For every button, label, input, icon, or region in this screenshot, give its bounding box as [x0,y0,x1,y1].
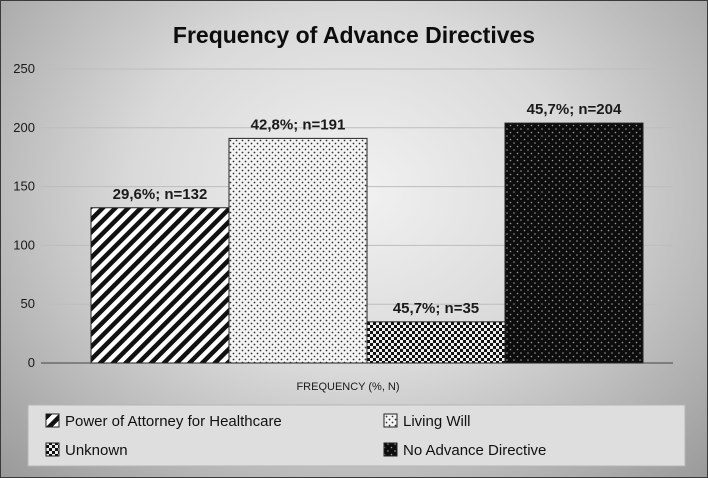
legend-label: No Advance Directive [403,442,546,459]
legend-label: Unknown [65,442,128,459]
legend: Power of Attorney for Healthcare Living W… [45,413,546,459]
y-tick-label: 50 [21,296,35,311]
legend-swatch [383,442,398,457]
chart-title: Frequency of Advance Directives [173,22,535,48]
data-labels: 29,6%; n=132 42,8%; n=191 45,7%; n=35 45,7%… [113,101,622,317]
y-tick-label: 250 [13,61,35,76]
data-label: 45,7%; n=35 [393,300,479,317]
data-label: 42,8%; n=191 [251,116,346,133]
legend-swatch [45,413,60,428]
bar [366,321,506,364]
bar [90,207,230,364]
bars [90,122,644,364]
y-axis-ticks: 0 50 100 150 200 250 [13,61,35,370]
bar [228,137,368,364]
y-tick-label: 200 [13,120,35,135]
y-tick-label: 150 [13,179,35,194]
legend-box [27,404,686,467]
y-tick-label: 0 [28,355,35,370]
y-tick-label: 100 [13,237,35,252]
x-axis-label: FREQUENCY (%, N) [296,381,399,393]
legend-label: Living Will [403,413,471,430]
bar [504,122,644,364]
legend-swatch [383,413,398,428]
data-label: 45,7%; n=204 [527,101,622,118]
legend-label: Power of Attorney for Healthcare [65,413,282,430]
data-label: 29,6%; n=132 [113,186,208,203]
legend-swatch [45,442,60,457]
